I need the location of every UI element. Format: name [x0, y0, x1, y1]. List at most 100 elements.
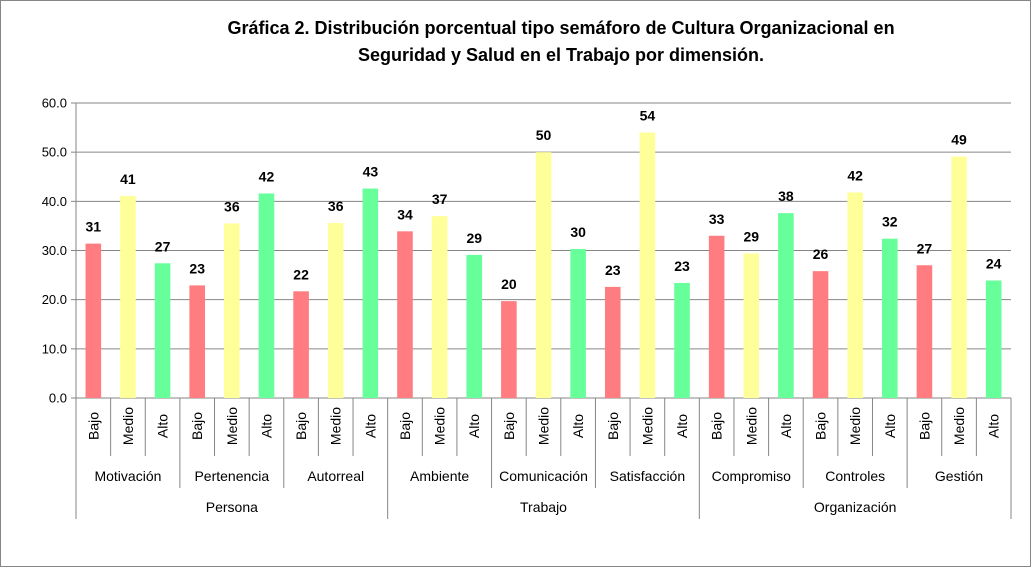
data-label: 24	[986, 255, 1002, 271]
bar-alto	[778, 213, 794, 398]
category-label: Alto	[362, 414, 378, 438]
category-label: Bajo	[85, 412, 101, 440]
category-label: Alto	[882, 414, 898, 438]
y-tick-label: 20.0	[42, 292, 67, 307]
dimension-label: Satisfacción	[610, 468, 685, 484]
data-label: 20	[501, 276, 517, 292]
data-label: 42	[259, 168, 275, 184]
dimension-label: Compromiso	[712, 468, 792, 484]
bar-bajo	[189, 285, 205, 398]
bar-bajo	[501, 301, 517, 398]
category-label: Bajo	[605, 412, 621, 440]
bar-medio	[951, 156, 967, 398]
category-label: Medio	[743, 407, 759, 445]
data-label: 36	[224, 198, 240, 214]
category-label: Alto	[466, 414, 482, 438]
data-label: 23	[674, 258, 690, 274]
data-label: 23	[189, 260, 205, 276]
category-label: Medio	[536, 407, 552, 445]
data-label: 22	[293, 266, 309, 282]
bar-bajo	[397, 231, 413, 398]
chart-title: Gráfica 2. Distribución porcentual tipo …	[121, 15, 1001, 69]
dimension-label: Autorreal	[307, 468, 364, 484]
bar-alto	[882, 238, 898, 398]
data-label: 37	[432, 191, 448, 207]
category-label: Alto	[778, 414, 794, 438]
category-label: Bajo	[813, 412, 829, 440]
chart-title-line-2: Seguridad y Salud en el Trabajo por dime…	[357, 45, 765, 65]
category-label: Medio	[120, 407, 136, 445]
bar-medio	[224, 223, 240, 398]
y-tick-label: 50.0	[42, 145, 67, 160]
data-label: 54	[640, 108, 656, 124]
data-label: 29	[466, 230, 482, 246]
category-label: Bajo	[293, 412, 309, 440]
category-label: Medio	[224, 407, 240, 445]
category-label: Alto	[258, 414, 274, 438]
bar-alto	[466, 254, 483, 398]
y-tick-label: 0.0	[49, 391, 67, 406]
data-label: 26	[813, 246, 829, 262]
dimension-label: Controles	[825, 468, 885, 484]
category-label: Bajo	[397, 412, 413, 440]
category-label: Medio	[847, 407, 863, 445]
category-label: Bajo	[501, 412, 517, 440]
chart-title-line-1: Gráfica 2. Distribución porcentual tipo …	[227, 18, 895, 38]
data-label: 36	[328, 198, 344, 214]
category-label: Bajo	[916, 412, 932, 440]
data-label: 31	[86, 219, 102, 235]
dimension-label: Gestión	[935, 468, 983, 484]
bar-alto	[154, 263, 171, 398]
bar-medio	[535, 152, 552, 398]
data-label: 49	[951, 132, 967, 148]
category-label: Medio	[639, 407, 655, 445]
dimension-label: Pertenencia	[194, 468, 269, 484]
group-label: Trabajo	[520, 499, 567, 515]
bar-bajo	[812, 271, 829, 398]
data-label: 42	[847, 167, 863, 183]
bar-bajo	[708, 235, 725, 398]
data-label: 27	[155, 238, 171, 254]
dimension-label: Comunicación	[499, 468, 588, 484]
bar-bajo	[293, 291, 309, 398]
category-label: Bajo	[189, 412, 205, 440]
data-label: 33	[709, 211, 725, 227]
group-label: Persona	[206, 499, 258, 515]
data-label: 38	[778, 188, 794, 204]
category-label: Medio	[951, 407, 967, 445]
bar-alto	[258, 193, 275, 398]
category-label: Alto	[155, 414, 171, 438]
category-label: Alto	[674, 414, 690, 438]
data-label: 34	[397, 206, 413, 222]
bar-bajo	[604, 286, 621, 398]
bar-alto	[362, 188, 379, 398]
y-tick-label: 10.0	[42, 341, 67, 356]
data-label: 43	[363, 164, 379, 180]
bar-alto	[985, 280, 1002, 398]
bar-medio	[639, 132, 656, 398]
y-tick-label: 30.0	[42, 243, 67, 258]
y-tick-label: 40.0	[42, 194, 67, 209]
data-label: 29	[743, 228, 759, 244]
bar-medio	[847, 192, 863, 398]
category-label: Alto	[986, 414, 1002, 438]
y-tick-label: 60.0	[42, 96, 67, 111]
bar-alto	[674, 282, 690, 398]
bar-medio	[120, 195, 136, 398]
category-label: Medio	[328, 407, 344, 445]
bar-medio	[327, 222, 344, 398]
bar-medio	[743, 253, 760, 398]
data-label: 23	[605, 262, 621, 278]
category-label: Bajo	[709, 412, 725, 440]
bar-bajo	[916, 265, 933, 398]
dimension-label: Ambiente	[410, 468, 469, 484]
bar-alto	[570, 249, 586, 398]
category-label: Medio	[432, 407, 448, 445]
data-label: 27	[917, 240, 933, 256]
data-label: 41	[120, 171, 136, 187]
bar-medio	[431, 216, 448, 398]
category-label: Alto	[570, 414, 586, 438]
group-label: Organización	[814, 499, 897, 515]
